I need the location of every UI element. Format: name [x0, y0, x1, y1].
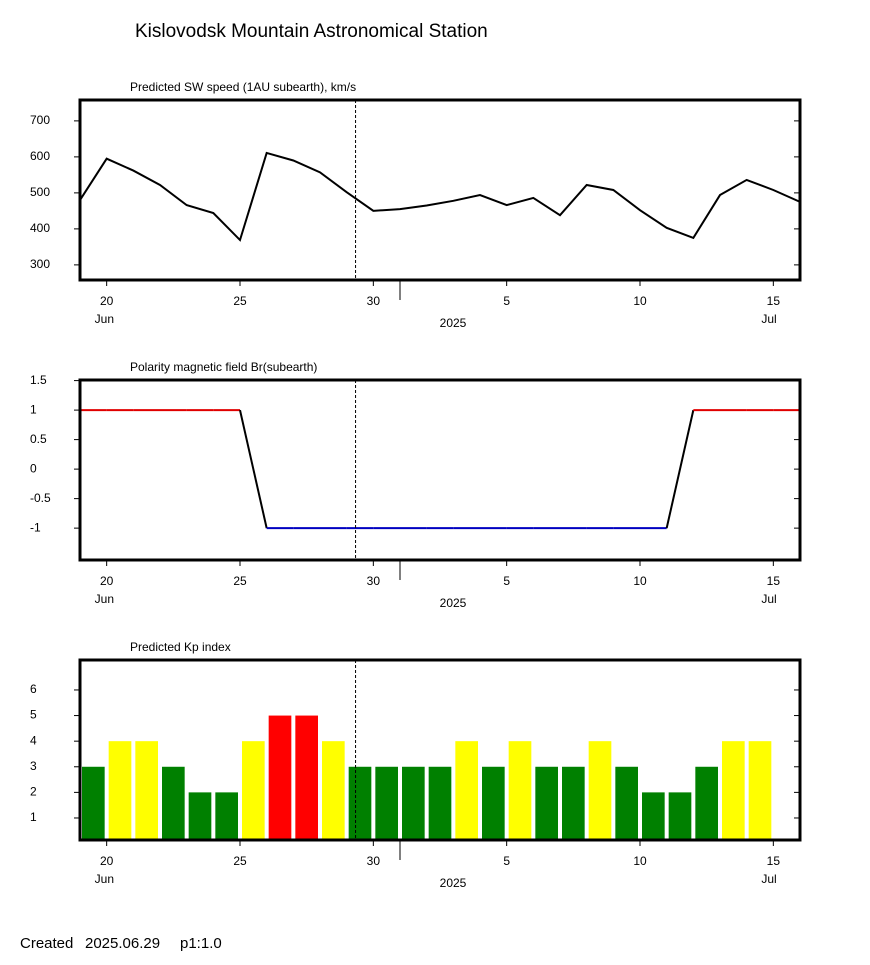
- x-tick-label: 30: [367, 294, 381, 308]
- x-tick-label: 25: [233, 574, 247, 588]
- month-label: Jul: [761, 312, 776, 326]
- y-tick-label: 6: [30, 682, 37, 696]
- plot-frame: [78, 658, 802, 842]
- y-tick-label: 3: [30, 759, 37, 773]
- x-tick-label: 20: [100, 574, 114, 588]
- y-tick-label: 5: [30, 708, 37, 722]
- kp-bar: [615, 766, 638, 840]
- kp-bar: [162, 766, 185, 840]
- sw-speed-line: [79, 151, 801, 242]
- y-tick-label: 1: [30, 810, 37, 824]
- plot-frame: [78, 378, 802, 562]
- kp-bar: [428, 766, 452, 840]
- y-tick-label: -0.5: [30, 491, 51, 505]
- x-tick-label: 30: [367, 574, 381, 588]
- chart-title: Polarity magnetic field Br(subearth): [130, 360, 317, 374]
- x-tick-label: 20: [100, 294, 114, 308]
- kp-bar: [562, 766, 585, 840]
- y-tick-label: 4: [30, 733, 37, 747]
- page-number: p1:1.0: [180, 935, 222, 952]
- x-tick-label: 25: [233, 294, 247, 308]
- x-tick-label: 15: [767, 294, 781, 308]
- created-label: Created: [20, 935, 73, 952]
- year-label: 2025: [440, 876, 467, 890]
- x-tick-label: 30: [367, 854, 381, 868]
- page-title: Kislovodsk Mountain Astronomical Station: [135, 21, 488, 42]
- kp-bar: [135, 741, 158, 840]
- month-label: Jul: [761, 592, 776, 606]
- kp-bar: [642, 792, 665, 840]
- x-tick-label: 15: [767, 854, 781, 868]
- x-tick-label: 25: [233, 854, 247, 868]
- kp-bar: [695, 766, 718, 840]
- plot-frame: [78, 98, 802, 282]
- kp-bar: [535, 766, 558, 840]
- month-label: Jun: [95, 872, 114, 886]
- x-tick-label: 10: [633, 294, 647, 308]
- x-tick-label: 10: [633, 574, 647, 588]
- kp-bar: [668, 792, 692, 840]
- y-tick-label: 400: [30, 221, 50, 235]
- kp-bar: [188, 792, 212, 840]
- y-tick-label: 1.5: [30, 373, 47, 387]
- kp-bar: [242, 741, 265, 840]
- y-tick-label: 2: [30, 785, 37, 799]
- kp-bar: [295, 715, 318, 840]
- chart-title: Predicted Kp index: [130, 640, 231, 654]
- kp-bar: [508, 741, 532, 840]
- kp-bar: [482, 766, 505, 840]
- kp-bar: [375, 766, 398, 840]
- y-tick-label: 600: [30, 149, 50, 163]
- kp-bar: [268, 715, 292, 840]
- kp-bar: [215, 792, 238, 840]
- month-label: Jun: [95, 312, 114, 326]
- kp-bar: [402, 766, 425, 840]
- created-date: 2025.06.29: [85, 935, 160, 952]
- chart-title: Predicted SW speed (1AU subearth), km/s: [130, 80, 356, 94]
- x-tick-label: 15: [767, 574, 781, 588]
- kp-bar: [455, 741, 478, 840]
- y-tick-label: 500: [30, 185, 50, 199]
- kp-bar: [108, 741, 132, 840]
- month-label: Jul: [761, 872, 776, 886]
- y-tick-label: 0.5: [30, 432, 47, 446]
- year-label: 2025: [440, 596, 467, 610]
- kp-bar: [722, 741, 745, 840]
- x-tick-label: 10: [633, 854, 647, 868]
- polarity-segment: [239, 409, 268, 529]
- x-tick-label: 5: [503, 294, 510, 308]
- y-tick-label: 1: [30, 402, 37, 416]
- kp-bar: [348, 766, 372, 840]
- kp-bar: [82, 766, 105, 840]
- month-label: Jun: [95, 592, 114, 606]
- kp-bar: [322, 741, 345, 840]
- x-tick-label: 5: [503, 574, 510, 588]
- year-label: 2025: [440, 316, 467, 330]
- y-tick-label: 300: [30, 257, 50, 271]
- x-tick-label: 20: [100, 854, 114, 868]
- y-tick-label: 0: [30, 461, 37, 475]
- y-tick-label: 700: [30, 113, 50, 127]
- polarity-segment: [665, 409, 695, 529]
- kp-bar: [588, 741, 612, 840]
- x-tick-label: 5: [503, 854, 510, 868]
- kp-bar: [748, 741, 772, 840]
- y-tick-label: -1: [30, 520, 41, 534]
